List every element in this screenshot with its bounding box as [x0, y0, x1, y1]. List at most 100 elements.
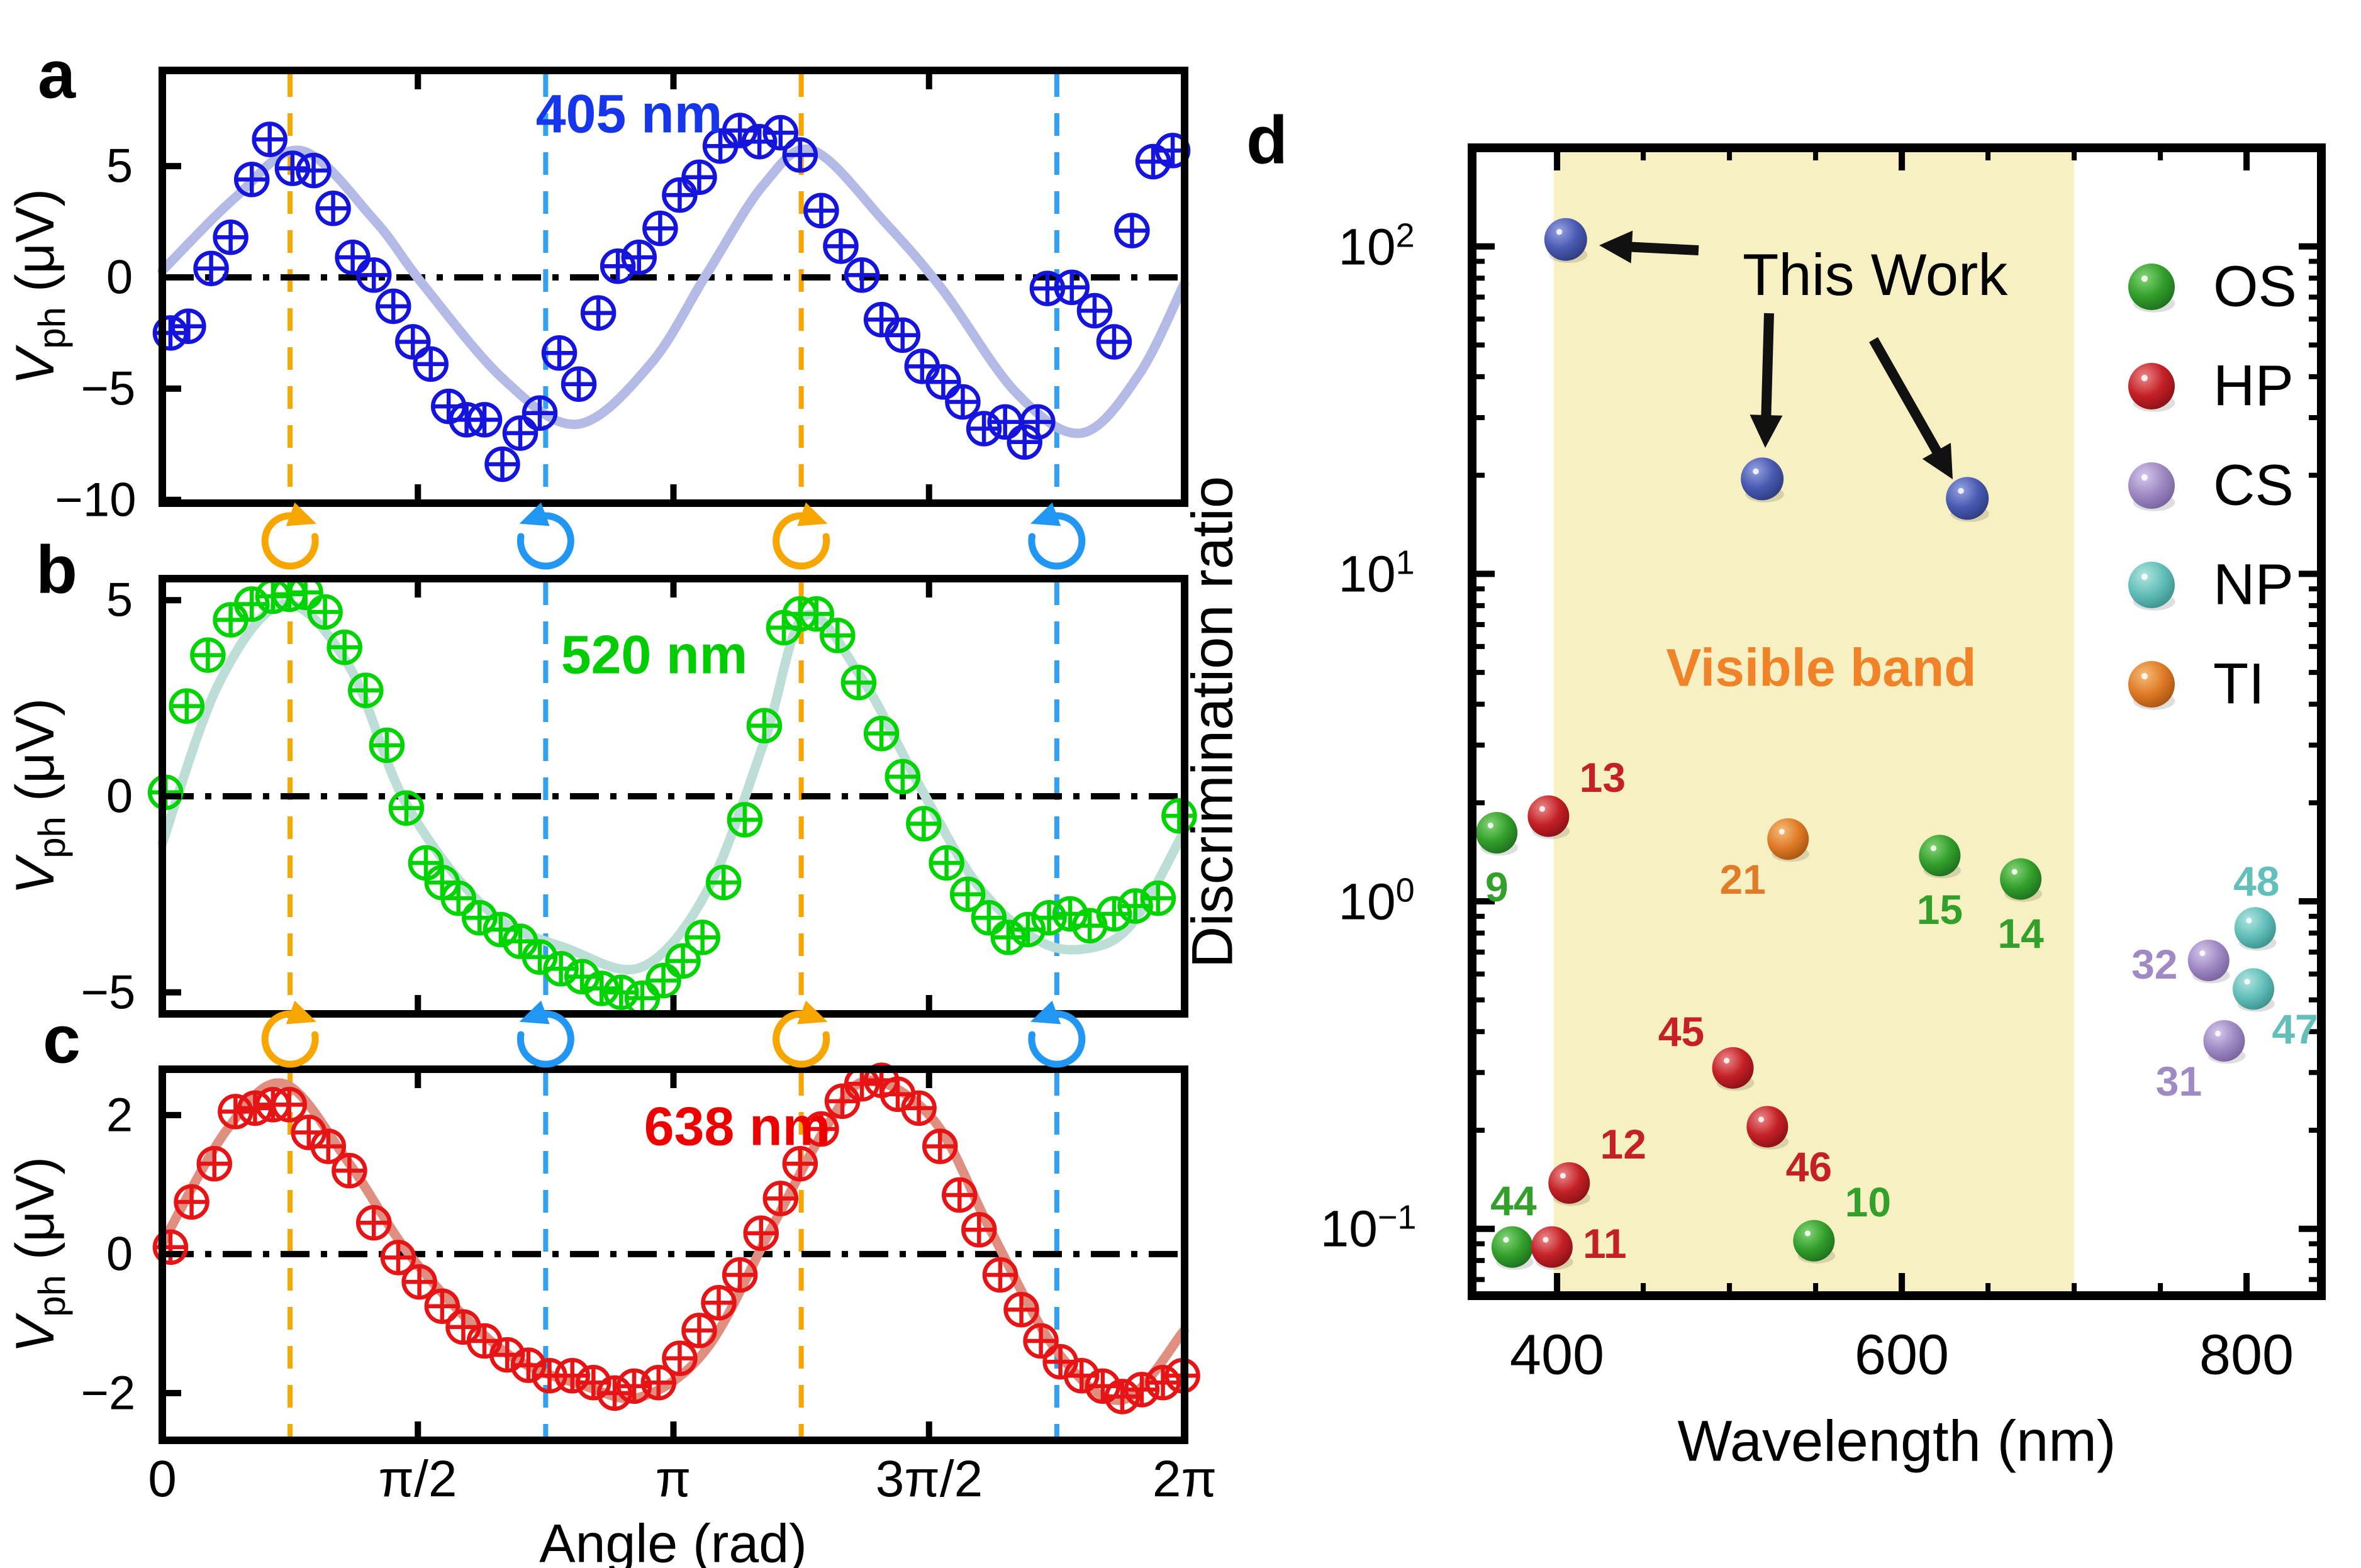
data-marker [727, 802, 763, 838]
d-xtick-600: 600 [1854, 1323, 1950, 1387]
data-marker [863, 301, 900, 338]
data-point-cs-32 [2187, 940, 2230, 982]
ylabel-unit: (μV) [4, 698, 65, 816]
data-marker [961, 1211, 997, 1248]
data-marker [1031, 900, 1067, 936]
point-label-31: 31 [2155, 1057, 2202, 1104]
data-marker [1096, 324, 1132, 360]
sphere-highlight [1539, 806, 1546, 812]
data-marker [355, 257, 392, 293]
data-marker [380, 1240, 416, 1276]
data-marker [237, 1090, 273, 1126]
cw-arrowhead-icon [286, 1000, 316, 1025]
panel-d [1468, 143, 2326, 1300]
data-point-os-10 [1793, 1220, 1835, 1262]
panel-letter-d: d [1246, 101, 1288, 178]
data-marker [541, 335, 578, 371]
data-point-hp-11 [1531, 1226, 1573, 1268]
point-label-12: 12 [1600, 1120, 1646, 1167]
data-marker [213, 602, 248, 638]
this-work-point-0 [1544, 218, 1587, 261]
ylabel-v: V [4, 1316, 65, 1354]
data-marker [701, 1284, 737, 1321]
ylabel-v: V [4, 348, 65, 386]
a-ytick-5: 5 [106, 139, 133, 193]
data-marker [624, 980, 661, 1016]
panel-b [147, 574, 1197, 1018]
data-marker [824, 1083, 861, 1120]
ylabel-sub: ph [31, 816, 74, 859]
data-marker [904, 348, 940, 384]
data-marker [966, 411, 1002, 447]
annotation-arrow-line [1620, 241, 1699, 255]
panel-letter-b: b [36, 531, 77, 608]
data-marker [1023, 1323, 1059, 1359]
data-marker [190, 637, 226, 673]
data-marker [395, 324, 431, 360]
data-marker [424, 1288, 460, 1325]
legend-label-hp: HP [2213, 353, 2294, 418]
sphere-highlight [1543, 1237, 1549, 1243]
data-marker [1054, 269, 1090, 306]
ylabel-sub: ph [31, 1274, 74, 1317]
data-marker [706, 864, 742, 901]
data-marker [922, 1128, 958, 1164]
panel-letter-c: c [42, 1001, 81, 1077]
angle-axis-label: Angle (rad) [539, 1513, 807, 1568]
ccw-rotation-arrow-icon [516, 1010, 574, 1068]
sphere-highlight [1778, 828, 1785, 835]
sphere-highlight [1958, 487, 1964, 494]
sphere-highlight [1560, 1172, 1566, 1179]
data-marker [440, 880, 476, 916]
annotation-arrowhead-icon [1750, 414, 1783, 448]
data-marker [543, 951, 579, 987]
legend-label-np: NP [2213, 552, 2294, 617]
ccw-arrowhead-icon [1030, 502, 1061, 526]
wavelength-axis-label: Wavelength (nm) [1677, 1409, 2116, 1474]
sphere-highlight [1487, 822, 1493, 829]
c-ytick-0: 0 [106, 1227, 133, 1281]
sphere-highlight [2246, 918, 2252, 924]
annotation-arrow-line [1869, 337, 1947, 464]
cw-rotation-arrow-icon [773, 1010, 830, 1068]
data-point-np-48 [2234, 907, 2276, 949]
sphere-highlight [2244, 979, 2250, 985]
d-ytick-1: 100 [1338, 870, 1414, 931]
data-marker [762, 114, 799, 151]
ylabel-sub: ph [31, 306, 74, 349]
fit-curve-a [157, 144, 1189, 438]
a-ytick-m5: −5 [81, 362, 136, 416]
point-label-32: 32 [2131, 941, 2178, 988]
ccw-arrowhead-icon [519, 502, 550, 526]
data-marker [307, 594, 343, 630]
this-work-point-1 [1741, 457, 1784, 501]
ccw-rotation-arrow-icon [1028, 1010, 1086, 1068]
this-work-point-2 [1946, 477, 1989, 520]
sphere-highlight [2199, 950, 2206, 957]
visible-band-region [1553, 152, 2075, 1292]
data-marker [782, 137, 818, 173]
data-marker [990, 920, 1027, 955]
sphere-highlight [2141, 275, 2148, 282]
data-marker [665, 943, 701, 979]
data-marker [213, 220, 248, 255]
point-label-14: 14 [1997, 909, 2044, 957]
legend-label-cs: CS [2213, 453, 2294, 518]
b-ytick-0: 0 [106, 769, 133, 823]
cw-arrowhead-icon [286, 502, 316, 526]
data-marker [982, 1257, 1019, 1293]
data-marker [798, 596, 834, 632]
plot-frame-d [1468, 143, 2326, 1300]
d-ytick-base: 10 [1338, 545, 1396, 603]
panel-a [152, 67, 1191, 507]
legend-swatch-os [2128, 264, 2175, 310]
data-marker [925, 364, 961, 400]
data-marker [554, 1357, 590, 1394]
data-marker [1145, 1365, 1181, 1401]
d-ytick-exp: −1 [1377, 1198, 1417, 1237]
data-marker [196, 1146, 233, 1182]
annotation-arrowhead-icon [1922, 442, 1953, 479]
a-ytick-0: 0 [106, 250, 133, 304]
data-marker [662, 1340, 698, 1376]
data-marker [949, 876, 986, 913]
